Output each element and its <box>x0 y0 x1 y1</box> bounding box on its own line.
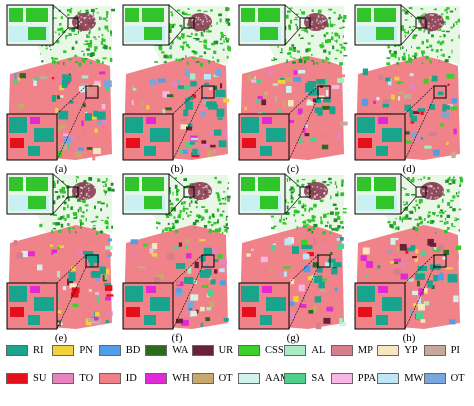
legend-item: BD <box>98 343 141 357</box>
legend-swatch <box>145 372 168 384</box>
legend-label: ID <box>125 372 137 384</box>
legend-swatch <box>423 344 446 356</box>
class-legend: RI PN BD WA UR CSS AL MP YP PI SU TO ID WH OT AAM SA PPA M… <box>6 337 470 403</box>
legend-swatch <box>330 372 353 384</box>
legend-swatch <box>6 372 28 384</box>
legend-swatch <box>98 344 121 356</box>
legend-swatch <box>238 372 260 384</box>
legend-label: AAM <box>265 372 290 384</box>
classification-map-panel <box>354 173 464 331</box>
legend-item: SA <box>284 371 325 385</box>
panel-label: (c) <box>286 163 300 175</box>
legend-item: RI <box>6 343 44 357</box>
classification-map-panel <box>238 173 348 331</box>
panel-label: (e) <box>54 332 68 344</box>
legend-swatch <box>423 372 446 384</box>
legend-label: SU <box>33 372 47 384</box>
legend-item: OT <box>191 371 233 385</box>
legend-label: YP <box>404 344 418 356</box>
legend-swatch <box>191 372 214 384</box>
legend-swatch <box>98 372 121 384</box>
legend-swatch <box>52 344 75 356</box>
legend-item: AAM <box>238 371 290 385</box>
legend-label: PI <box>450 344 460 356</box>
legend-label: MW <box>404 372 424 384</box>
legend-swatch <box>284 344 307 356</box>
panel-label: (f) <box>171 332 183 344</box>
legend-item: WA <box>145 343 189 357</box>
legend-label: OT <box>218 372 233 384</box>
legend-label: PN <box>79 344 93 356</box>
legend-item: PI <box>423 343 460 357</box>
panel-label: (a) <box>54 163 68 175</box>
panel-label: (g) <box>286 332 300 344</box>
legend-item: AL <box>284 343 325 357</box>
legend-label: OT <box>450 372 465 384</box>
legend-item: TO <box>52 371 93 385</box>
legend-label: UR <box>218 344 234 356</box>
legend-label: MP <box>357 344 373 356</box>
legend-label: WA <box>172 344 189 356</box>
legend-swatch <box>377 344 400 356</box>
legend-swatch <box>6 344 28 356</box>
legend-item: PPA <box>330 371 377 385</box>
legend-item: WH <box>145 371 190 385</box>
legend-item: MW <box>377 371 423 385</box>
legend-item: SU <box>6 371 46 385</box>
classification-map-panel <box>6 4 116 162</box>
legend-label: SA <box>311 372 325 384</box>
legend-label: PPA <box>357 372 377 384</box>
legend-label: RI <box>33 344 44 356</box>
legend-item: OT <box>423 371 465 385</box>
legend-swatch <box>145 344 168 356</box>
classification-map-panel <box>238 4 348 162</box>
classification-map-panel <box>354 4 464 162</box>
panel-label: (d) <box>402 163 416 175</box>
legend-label: AL <box>311 344 326 356</box>
legend-swatch <box>238 344 260 356</box>
classification-map-panel <box>6 173 116 331</box>
legend-item: MP <box>330 343 373 357</box>
legend-label: BD <box>125 344 141 356</box>
legend-label: CSS <box>265 344 284 356</box>
classification-map-panel <box>122 4 232 162</box>
panel-label: (b) <box>170 163 184 175</box>
panel-label: (h) <box>402 332 416 344</box>
legend-swatch <box>284 372 307 384</box>
legend-item: ID <box>98 371 137 385</box>
legend-swatch <box>52 372 75 384</box>
legend-swatch <box>330 344 353 356</box>
legend-item: UR <box>191 343 234 357</box>
legend-item: CSS <box>238 343 284 357</box>
legend-item: PN <box>52 343 93 357</box>
legend-label: TO <box>79 372 94 384</box>
legend-swatch <box>191 344 214 356</box>
legend-item: YP <box>377 343 418 357</box>
classification-map-panel <box>122 173 232 331</box>
legend-swatch <box>377 372 400 384</box>
legend-label: WH <box>172 372 190 384</box>
